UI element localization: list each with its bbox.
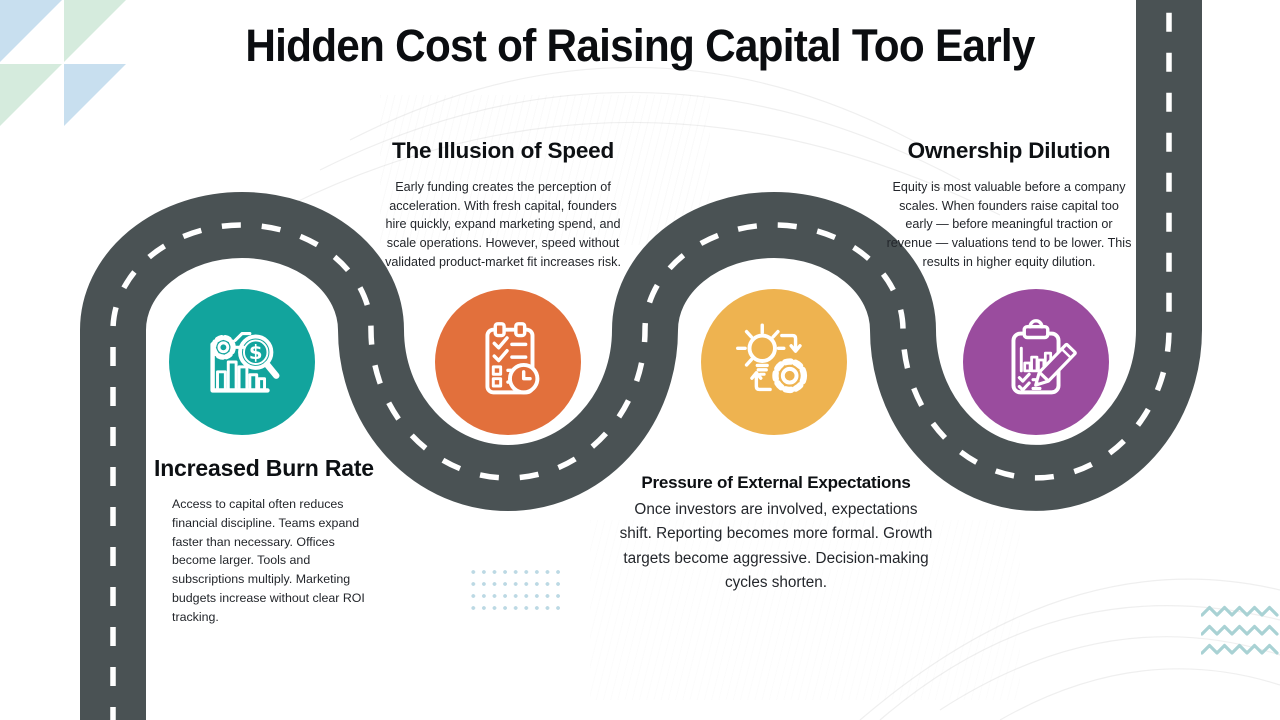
triangle-green-top-right [64, 0, 126, 62]
dot-grid-decoration [468, 566, 563, 613]
section-increased-burn-rate: Increased Burn Rate Access to capital of… [154, 455, 386, 627]
section-heading-illusion-of-speed: The Illusion of Speed [391, 138, 615, 163]
triangle-blue-top-left [0, 0, 62, 62]
waves-decoration [1201, 605, 1279, 655]
ownership-dilution-circle [963, 289, 1109, 435]
section-body-illusion-of-speed: Early funding creates the perception of … [385, 180, 621, 269]
triangle-blue-bottom-right [64, 64, 126, 126]
page-title: Hidden Cost of Raising Capital Too Early [245, 20, 1035, 71]
road-center-dashes [110, 0, 1172, 720]
section-body-ownership-dilution: Equity is most valuable before a company… [886, 180, 1132, 269]
section-body-external-expectations: Once investors are involved, expectation… [619, 501, 933, 591]
bar-chart-magnifier-dollar-icon: $ [210, 332, 280, 393]
corner-triangles-decoration [0, 0, 126, 126]
section-body-increased-burn-rate: Access to capital often reduces financia… [172, 497, 365, 624]
lightbulb-gear-cycle-icon [736, 323, 808, 394]
clipboard-chart-pencil-icon [1011, 319, 1077, 395]
section-external-expectations: Pressure of External Expectations Once i… [615, 473, 937, 595]
section-heading-increased-burn-rate: Increased Burn Rate [154, 455, 374, 481]
external-expectations-circle [701, 289, 847, 435]
svg-text:$: $ [249, 341, 263, 364]
burn-rate-circle: $ [169, 289, 315, 435]
checklist-clock-icon [485, 322, 540, 395]
triangle-green-bottom-left [0, 64, 62, 126]
section-heading-external-expectations: Pressure of External Expectations [641, 473, 911, 492]
illusion-of-speed-circle [435, 289, 581, 435]
section-illusion-of-speed: The Illusion of Speed Early funding crea… [377, 138, 629, 272]
section-ownership-dilution: Ownership Dilution Equity is most valuab… [884, 138, 1134, 272]
section-heading-ownership-dilution: Ownership Dilution [907, 138, 1111, 163]
